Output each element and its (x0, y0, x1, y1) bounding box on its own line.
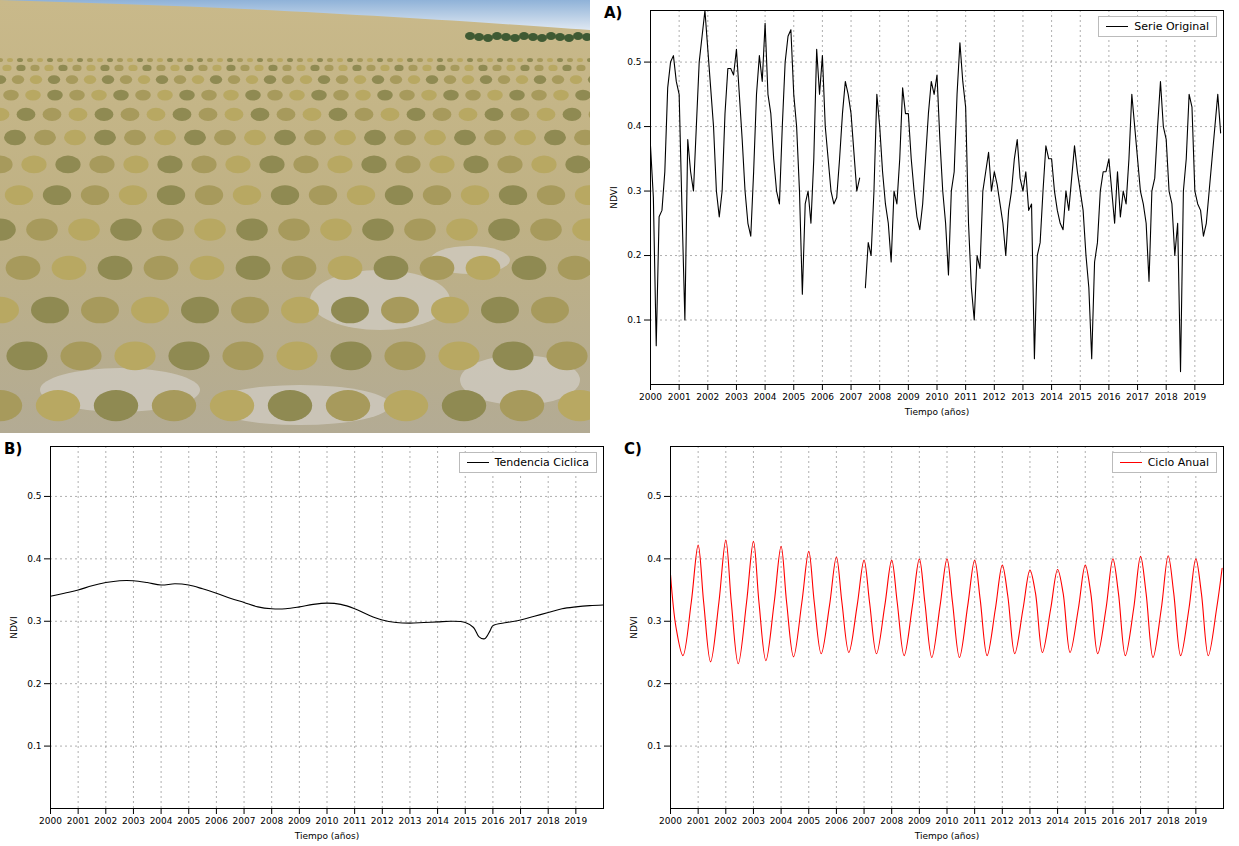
svg-text:2003: 2003 (725, 392, 748, 402)
svg-text:0.4: 0.4 (27, 554, 42, 564)
svg-text:2015: 2015 (1069, 392, 1092, 402)
svg-text:2012: 2012 (991, 816, 1014, 826)
svg-text:2009: 2009 (288, 816, 311, 826)
html-text:A): A) (604, 4, 623, 22)
svg-text:2010: 2010 (316, 816, 339, 826)
svg-text:0.2: 0.2 (647, 679, 661, 689)
svg-text:2009: 2009 (897, 392, 920, 402)
svg-text:0.2: 0.2 (627, 250, 641, 260)
svg-text:2010: 2010 (926, 392, 949, 402)
svg-text:2017: 2017 (1129, 816, 1152, 826)
svg-text:2012: 2012 (371, 816, 394, 826)
svg-text:2008: 2008 (868, 392, 891, 402)
svg-text:2007: 2007 (853, 816, 876, 826)
svg-text:2017: 2017 (1126, 392, 1149, 402)
svg-text:2004: 2004 (754, 392, 777, 402)
svg-text:2014: 2014 (1040, 392, 1063, 402)
svg-text:2012: 2012 (983, 392, 1006, 402)
svg-text:NDVI: NDVI (609, 186, 619, 208)
svg-text:2008: 2008 (880, 816, 903, 826)
svg-text:2011: 2011 (343, 816, 366, 826)
svg-text:2004: 2004 (770, 816, 793, 826)
svg-text:0.2: 0.2 (27, 679, 41, 689)
svg-text:2014: 2014 (1046, 816, 1069, 826)
svg-text:Tiempo (años): Tiempo (años) (904, 407, 970, 417)
svg-text:2005: 2005 (177, 816, 200, 826)
svg-text:2019: 2019 (1183, 392, 1206, 402)
svg-text:2009: 2009 (908, 816, 931, 826)
svg-text:2005: 2005 (782, 392, 805, 402)
svg-text:2006: 2006 (825, 816, 848, 826)
svg-text:0.3: 0.3 (627, 186, 641, 196)
html-text:Tendencia Ciclica: Tendencia Ciclica (494, 456, 589, 469)
svg-text:NDVI: NDVI (9, 616, 19, 638)
svg-text:Tiempo (años): Tiempo (años) (294, 831, 360, 841)
svg-text:2008: 2008 (260, 816, 283, 826)
svg-text:2005: 2005 (797, 816, 820, 826)
svg-text:0.5: 0.5 (27, 491, 41, 501)
html-text:B): B) (4, 440, 23, 458)
svg-text:2000: 2000 (39, 816, 62, 826)
svg-text:2010: 2010 (936, 816, 959, 826)
svg-text:0.1: 0.1 (27, 741, 41, 751)
svg-text:0.1: 0.1 (647, 741, 661, 751)
svg-text:0.4: 0.4 (627, 121, 642, 131)
svg-text:2016: 2016 (1101, 816, 1124, 826)
svg-text:2019: 2019 (1184, 816, 1207, 826)
svg-text:0.5: 0.5 (627, 57, 641, 67)
svg-text:0.3: 0.3 (27, 616, 41, 626)
svg-text:2001: 2001 (687, 816, 710, 826)
svg-text:2018: 2018 (1155, 392, 1178, 402)
svg-text:NDVI: NDVI (629, 616, 639, 638)
svg-text:2011: 2011 (963, 816, 986, 826)
html-text:C): C) (624, 440, 642, 458)
svg-text:2018: 2018 (1157, 816, 1180, 826)
svg-text:2013: 2013 (1018, 816, 1041, 826)
svg-text:Tiempo (años): Tiempo (años) (914, 831, 980, 841)
svg-text:2000: 2000 (659, 816, 682, 826)
svg-text:2016: 2016 (1097, 392, 1120, 402)
svg-text:2004: 2004 (150, 816, 173, 826)
svg-text:2006: 2006 (811, 392, 834, 402)
svg-text:2006: 2006 (205, 816, 228, 826)
svg-text:2000: 2000 (639, 392, 662, 402)
svg-text:2014: 2014 (426, 816, 449, 826)
svg-text:2003: 2003 (122, 816, 145, 826)
svg-text:2003: 2003 (742, 816, 765, 826)
svg-text:0.3: 0.3 (647, 616, 661, 626)
svg-text:2019: 2019 (564, 816, 587, 826)
svg-text:2007: 2007 (840, 392, 863, 402)
svg-text:2017: 2017 (509, 816, 532, 826)
svg-text:2015: 2015 (1074, 816, 1097, 826)
svg-text:2001: 2001 (67, 816, 90, 826)
svg-text:0.4: 0.4 (647, 554, 662, 564)
svg-text:2013: 2013 (398, 816, 421, 826)
html-text:Ciclo Anual: Ciclo Anual (1147, 456, 1209, 469)
svg-text:2018: 2018 (537, 816, 560, 826)
svg-text:2011: 2011 (954, 392, 977, 402)
svg-text:2007: 2007 (233, 816, 256, 826)
svg-text:2016: 2016 (481, 816, 504, 826)
svg-text:2013: 2013 (1011, 392, 1034, 402)
svg-text:2002: 2002 (696, 392, 719, 402)
svg-text:2001: 2001 (668, 392, 691, 402)
svg-text:2002: 2002 (94, 816, 117, 826)
svg-text:0.5: 0.5 (647, 491, 661, 501)
svg-text:0.1: 0.1 (627, 315, 641, 325)
svg-text:2002: 2002 (714, 816, 737, 826)
svg-text:2015: 2015 (454, 816, 477, 826)
html-text:Serie Original: Serie Original (1134, 20, 1209, 33)
